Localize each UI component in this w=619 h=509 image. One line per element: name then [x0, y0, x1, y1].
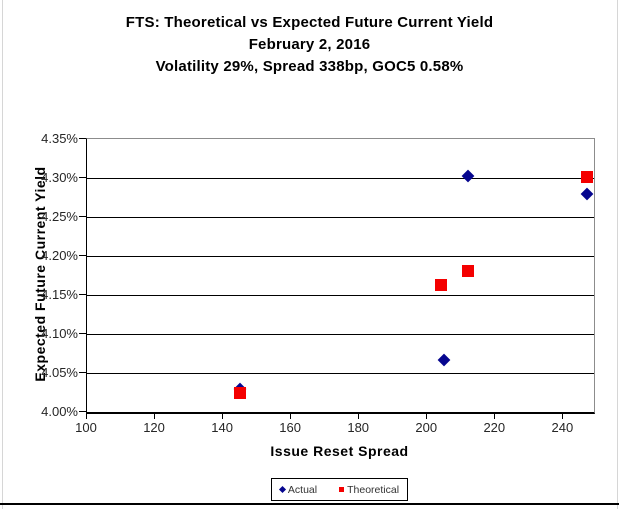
- y-tick-mark: [79, 294, 86, 295]
- x-tick-mark: [358, 413, 360, 419]
- gridline: [87, 256, 594, 257]
- actual-marker: [437, 353, 451, 367]
- gridline: [87, 217, 594, 218]
- x-tick-label: 160: [279, 420, 301, 435]
- y-tick-mark: [79, 372, 86, 373]
- theoretical-marker: [462, 264, 475, 277]
- left-edge-line: [2, 0, 3, 509]
- x-tick-label: 120: [143, 420, 165, 435]
- x-tick-mark: [222, 413, 224, 419]
- actual-marker: [461, 170, 475, 183]
- theoretical-marker: [234, 387, 247, 400]
- y-tick-mark: [79, 411, 86, 412]
- chart-title: FTS: Theoretical vs Expected Future Curr…: [125, 14, 494, 31]
- x-tick-mark: [426, 413, 428, 419]
- x-tick-label: 200: [415, 420, 438, 435]
- actual-marker: [580, 187, 594, 200]
- y-tick-label: 4.35%: [41, 131, 78, 146]
- x-axis-title: Issue Reset Spread: [270, 443, 409, 459]
- gridline: [87, 178, 594, 179]
- y-tick-label: 4.10%: [41, 326, 78, 341]
- theoretical-marker: [581, 171, 594, 184]
- x-tick-label: 220: [483, 420, 506, 435]
- chart-subtitle-date: February 2, 2016: [248, 36, 371, 53]
- x-tick-label: 180: [347, 420, 370, 435]
- gridline: [87, 295, 594, 296]
- plot-area: [86, 138, 595, 414]
- y-tick-label: 4.30%: [41, 170, 78, 185]
- gridline: [87, 373, 594, 374]
- x-tick-label: 140: [211, 420, 233, 435]
- x-tick-mark: [494, 413, 496, 419]
- y-tick-label: 4.20%: [41, 248, 78, 263]
- x-tick-mark: [154, 413, 156, 419]
- x-tick-mark: [86, 413, 87, 419]
- right-edge-line: [617, 0, 618, 509]
- y-tick-label: 4.00%: [41, 404, 78, 419]
- theoretical-square-icon: [339, 487, 345, 492]
- legend: Actual Theoretical: [271, 478, 408, 501]
- x-tick-mark: [290, 413, 292, 419]
- y-axis-title: Expected Future Current Yield: [32, 166, 48, 382]
- gridline: [87, 334, 594, 335]
- legend-label-actual: Actual: [287, 483, 318, 496]
- legend-item-actual: Actual: [278, 483, 318, 496]
- chart-title-block: FTS: Theoretical vs Expected Future Curr…: [0, 12, 619, 78]
- x-tick-label: 240: [551, 420, 574, 435]
- x-tick-mark: [562, 413, 564, 419]
- y-tick-label: 4.15%: [41, 287, 78, 302]
- y-tick-mark: [79, 177, 86, 178]
- y-tick-mark: [79, 255, 86, 256]
- y-tick-label: 4.05%: [41, 365, 78, 380]
- x-tick-label: 100: [75, 420, 97, 435]
- y-tick-mark: [79, 333, 86, 334]
- chart-subtitle-params: Volatility 29%, Spread 338bp, GOC5 0.58%: [155, 58, 464, 75]
- y-tick-mark: [79, 216, 86, 217]
- bottom-border-line: [0, 503, 619, 505]
- y-tick-mark: [79, 138, 86, 139]
- actual-diamond-icon: [278, 485, 286, 494]
- legend-label-theoretical: Theoretical: [347, 483, 400, 496]
- y-tick-label: 4.25%: [41, 209, 78, 224]
- legend-item-theoretical: Theoretical: [339, 484, 399, 496]
- theoretical-marker: [434, 278, 447, 291]
